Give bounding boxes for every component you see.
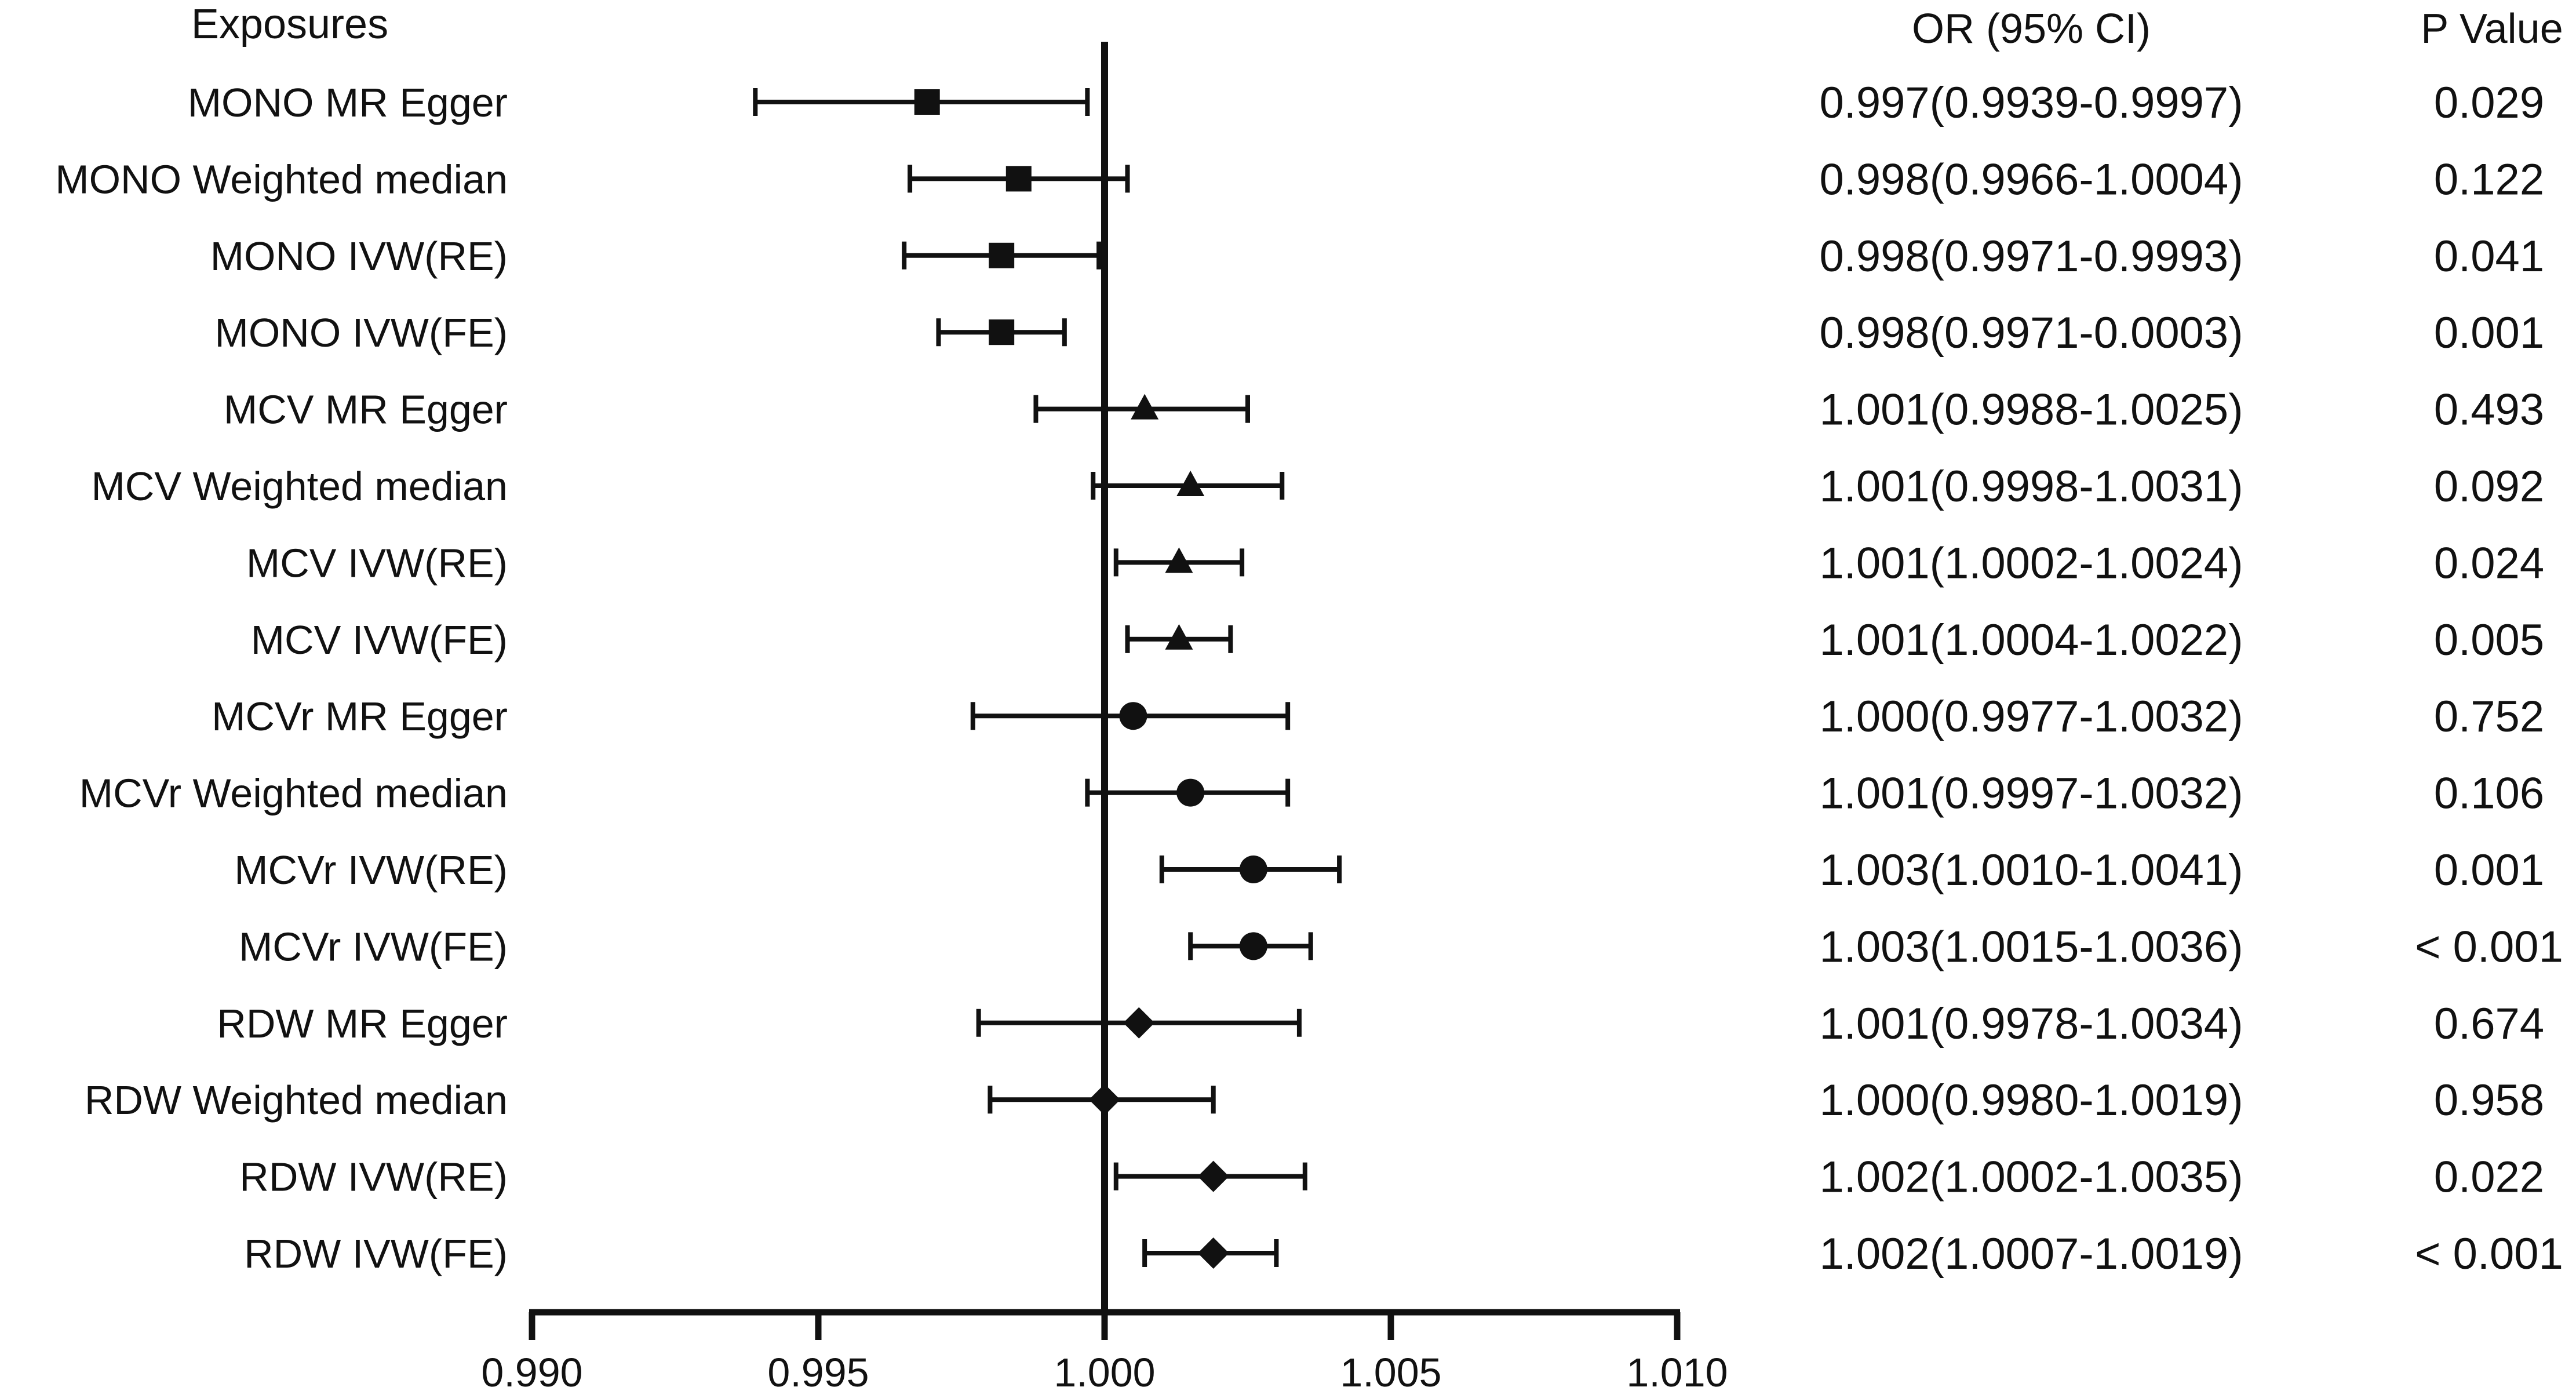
exposure-label: MONO IVW(FE): [215, 310, 508, 355]
square-marker: [914, 89, 940, 115]
p-value: 0.022: [2434, 1153, 2544, 1202]
p-value: 0.122: [2434, 155, 2544, 204]
p-value: 0.958: [2434, 1076, 2544, 1125]
exposure-label: RDW MR Egger: [217, 1001, 508, 1046]
or-ci-value: 1.002(1.0007-1.0019): [1819, 1229, 2243, 1279]
diamond-marker: [1197, 1160, 1229, 1192]
or-ci-value: 1.001(1.0004-1.0022): [1819, 616, 2243, 665]
exposure-label: MCVr IVW(RE): [234, 847, 508, 893]
square-marker: [1005, 166, 1032, 192]
exposure-label: MCVr IVW(FE): [239, 924, 508, 969]
point-markers: [914, 89, 1267, 1269]
triangle-marker: [1131, 394, 1159, 420]
x-tick-label: 1.000: [1054, 1350, 1155, 1387]
exposure-label: RDW IVW(FE): [244, 1231, 508, 1276]
exposure-label: MCV MR Egger: [224, 387, 508, 432]
x-axis: 0.990 0.995 1.000 1.005 1.010: [481, 1309, 1728, 1387]
circle-marker: [1239, 856, 1267, 883]
p-value-column: 0.029 0.122 0.041 0.001 0.493 0.092 0.024 0.005…: [2415, 78, 2563, 1279]
header-p-value: P Value: [2421, 6, 2563, 52]
exposure-label: MONO IVW(RE): [210, 234, 508, 279]
p-value: < 0.001: [2415, 1229, 2563, 1279]
exposure-label: MCV IVW(RE): [246, 540, 508, 585]
exposure-label: MCV Weighted median: [92, 464, 508, 509]
p-value: 0.092: [2434, 462, 2544, 511]
exposure-label: MONO MR Egger: [188, 80, 508, 125]
exposure-labels: MONO MR Egger MONO Weighted median MONO IV…: [55, 80, 508, 1276]
circle-marker: [1119, 702, 1147, 730]
or-ci-value: 1.001(0.9997-1.0032): [1819, 769, 2243, 818]
or-ci-value: 1.001(0.9998-1.0031): [1819, 462, 2243, 511]
or-ci-value: 1.003(1.0015-1.0036): [1819, 922, 2243, 971]
or-ci-value: 0.998(0.9971-0.9993): [1819, 232, 2243, 281]
diamond-marker: [1123, 1007, 1155, 1039]
or-ci-value: 1.001(0.9978-1.0034): [1819, 999, 2243, 1049]
exposure-label: MCV IVW(FE): [251, 617, 508, 662]
triangle-marker: [1176, 471, 1205, 496]
p-value: < 0.001: [2415, 922, 2563, 971]
exposure-label: MONO Weighted median: [55, 156, 508, 202]
p-value: 0.024: [2434, 538, 2544, 588]
p-value: 0.005: [2434, 616, 2544, 665]
or-ci-value: 1.003(1.0010-1.0041): [1819, 846, 2243, 895]
diamond-marker: [1089, 1084, 1120, 1116]
circle-marker: [1176, 778, 1205, 807]
triangle-marker: [1165, 547, 1193, 573]
p-value: 0.029: [2434, 78, 2544, 128]
or-ci-column: 0.997(0.9939-0.9997) 0.998(0.9966-1.0004)…: [1819, 78, 2243, 1279]
or-ci-value: 0.998(0.9971-0.0003): [1819, 308, 2243, 358]
or-ci-value: 1.000(0.9977-1.0032): [1819, 692, 2243, 741]
p-value: 0.493: [2434, 385, 2544, 435]
triangle-marker: [1165, 624, 1193, 650]
or-ci-value: 1.001(1.0002-1.0024): [1819, 538, 2243, 588]
p-value: 0.752: [2434, 692, 2544, 741]
square-marker: [989, 319, 1015, 345]
or-ci-value: 1.002(1.0002-1.0035): [1819, 1153, 2243, 1202]
x-tick-label: 1.010: [1626, 1350, 1728, 1387]
x-tick-label: 0.990: [481, 1350, 582, 1387]
p-value: 0.106: [2434, 769, 2544, 818]
exposure-label: MCVr MR Egger: [212, 694, 508, 739]
exposure-label: RDW Weighted median: [85, 1077, 508, 1123]
header-or-ci: OR (95% CI): [1912, 6, 2151, 52]
p-value: 0.674: [2434, 999, 2544, 1049]
x-tick-label: 1.005: [1340, 1350, 1441, 1387]
square-marker: [989, 242, 1015, 268]
header-exposures: Exposures: [191, 1, 388, 48]
diamond-marker: [1197, 1237, 1229, 1269]
circle-marker: [1239, 932, 1267, 960]
or-ci-value: 1.001(0.9988-1.0025): [1819, 385, 2243, 435]
or-ci-value: 1.000(0.9980-1.0019): [1819, 1076, 2243, 1125]
or-ci-value: 0.997(0.9939-0.9997): [1819, 78, 2243, 128]
or-ci-value: 0.998(0.9966-1.0004): [1819, 155, 2243, 204]
p-value: 0.001: [2434, 308, 2544, 358]
exposure-label: RDW IVW(RE): [239, 1155, 508, 1200]
ci-lines: [753, 42, 1342, 1312]
exposure-label: MCVr Weighted median: [79, 771, 508, 816]
x-tick-label: 0.995: [767, 1350, 869, 1387]
p-value: 0.041: [2434, 232, 2544, 281]
p-value: 0.001: [2434, 846, 2544, 895]
